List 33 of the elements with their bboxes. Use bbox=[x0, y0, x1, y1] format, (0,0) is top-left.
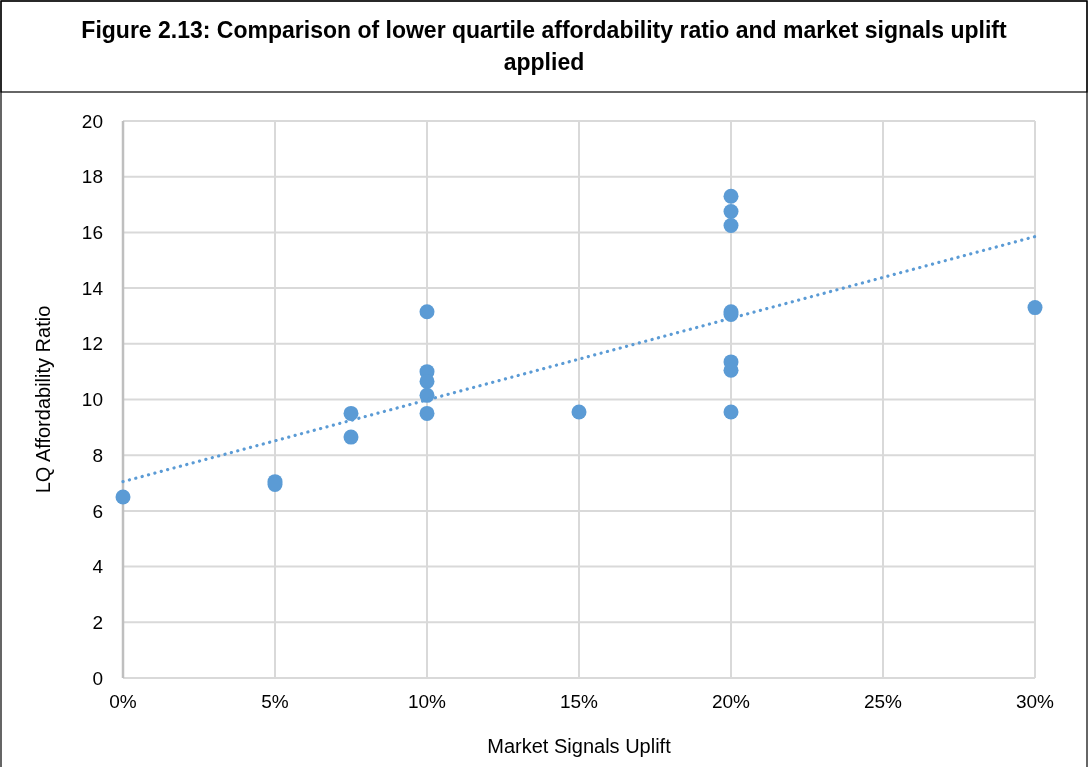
y-tick-label: 20 bbox=[81, 110, 103, 132]
y-tick-label: 4 bbox=[92, 556, 104, 578]
point bbox=[723, 404, 739, 420]
point bbox=[723, 204, 739, 219]
x-tick-label: 20% bbox=[711, 691, 751, 712]
point bbox=[419, 405, 435, 421]
y-tick-label: 16 bbox=[81, 222, 103, 244]
y-tick-label: 8 bbox=[92, 444, 103, 466]
x-tick-label: 5% bbox=[261, 691, 289, 712]
point bbox=[723, 217, 739, 233]
chart-title: Figure 2.13: Comparison of lower quartile affordability ratio and market signals uplift applied bbox=[81, 17, 1007, 75]
x-tick-label: 15% bbox=[559, 691, 599, 712]
x-tick-label: 30% bbox=[1015, 691, 1055, 712]
point bbox=[343, 429, 359, 445]
point bbox=[419, 387, 435, 403]
y-tick-label: 6 bbox=[92, 500, 103, 522]
y-tick-label: 2 bbox=[92, 611, 103, 633]
y-tick-label: 18 bbox=[81, 166, 103, 188]
x-tick-label: 10% bbox=[407, 691, 447, 712]
x-tick-label: 25% bbox=[863, 691, 903, 712]
y-tick-label: 10 bbox=[81, 389, 103, 411]
point bbox=[419, 304, 435, 320]
x-tick-label: 0% bbox=[109, 691, 137, 712]
point bbox=[115, 489, 131, 505]
y-tick-label: 12 bbox=[81, 333, 103, 355]
point bbox=[571, 404, 587, 420]
point bbox=[343, 405, 359, 421]
x-axis-title: Market Signals Uplift bbox=[487, 735, 672, 757]
y-tick-label: 14 bbox=[81, 277, 104, 299]
y-tick-label: 0 bbox=[92, 667, 103, 689]
y-axis-title: LQ Affordability Ratio bbox=[32, 305, 54, 494]
point bbox=[1027, 300, 1043, 316]
point bbox=[723, 188, 739, 204]
